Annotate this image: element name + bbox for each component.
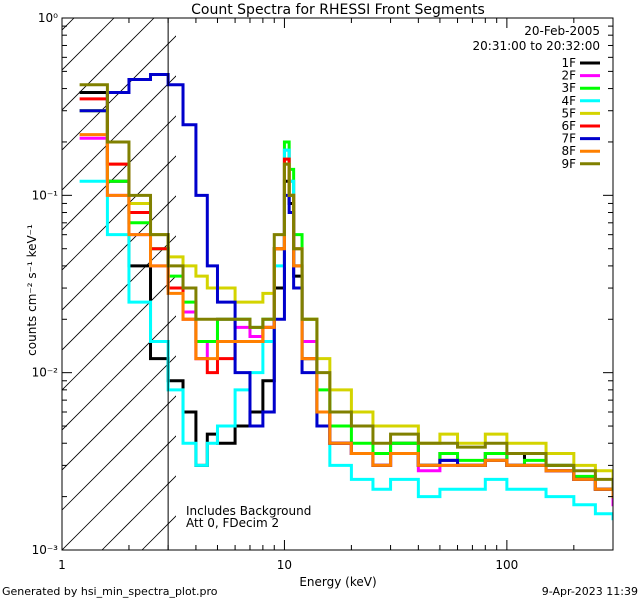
footer-timestamp: 9-Apr-2023 11:39 [542, 585, 638, 598]
annotation-attenuator: Att 0, FDecim 2 [186, 516, 279, 530]
hatch-line [62, 435, 176, 550]
legend-label: 6F [561, 119, 576, 133]
series-line-6F [79, 97, 613, 499]
hatch-line [62, 18, 75, 31]
y-tick-labels: 10⁻³ 10⁻² 10⁻¹ 10⁰ [32, 11, 59, 557]
y-tick-label: 10⁻³ [32, 543, 59, 557]
legend-label: 2F [561, 69, 576, 83]
series-line-9F [79, 83, 613, 491]
footer-generated-by: Generated by hsi_min_spectra_plot.pro [2, 585, 218, 598]
plot-frame [61, 17, 614, 551]
legend-label: 9F [561, 157, 576, 171]
hatch-line [0, 0, 102, 550]
hatch-line [62, 395, 176, 511]
legend-label: 3F [561, 81, 576, 95]
x-tick-labels: 1 10 100 [58, 558, 518, 572]
y-tick-label: 10⁻² [32, 366, 59, 380]
x-tick-label: 10 [277, 558, 292, 572]
x-tick-label: 100 [495, 558, 518, 572]
series-line-5F [79, 109, 613, 481]
x-tick-label: 1 [58, 558, 66, 572]
legend-time-range: 20:31:00 to 20:32:00 [473, 39, 600, 53]
y-tick-label: 10⁰ [38, 11, 58, 25]
hatch-line [62, 35, 176, 151]
y-tick-label: 10⁻¹ [32, 188, 59, 202]
axis-ticks [61, 17, 614, 551]
hatch-line [62, 155, 176, 271]
x-axis-label: Energy (keV) [299, 575, 376, 589]
series-line-3F [79, 109, 613, 499]
hatch-line [62, 235, 176, 351]
hatch-line [62, 315, 176, 431]
y-axis-label: counts cm⁻² s⁻¹ keV⁻¹ [25, 224, 39, 356]
legend-date: 20-Feb-2005 [524, 24, 600, 38]
hatch-line [62, 18, 115, 71]
hatch-line [62, 275, 176, 391]
chart-title: Count Spectra for RHESSI Front Segments [191, 2, 485, 18]
excluded-region-hatch [0, 0, 176, 550]
series-line-7F [79, 73, 613, 499]
series-line-1F [79, 91, 613, 499]
series-line-2F [79, 136, 613, 507]
legend-label: 4F [561, 94, 576, 108]
legend-label: 7F [561, 132, 576, 146]
series-line-4F [79, 148, 613, 521]
legend-label: 1F [561, 56, 576, 70]
series-layer [79, 73, 613, 521]
legend-label: 8F [561, 144, 576, 158]
legend-label: 5F [561, 106, 576, 120]
annotation-background: Includes Background [186, 504, 311, 518]
hatch-line [62, 195, 176, 311]
hatch-line [62, 18, 155, 111]
hatch-line [62, 355, 176, 471]
